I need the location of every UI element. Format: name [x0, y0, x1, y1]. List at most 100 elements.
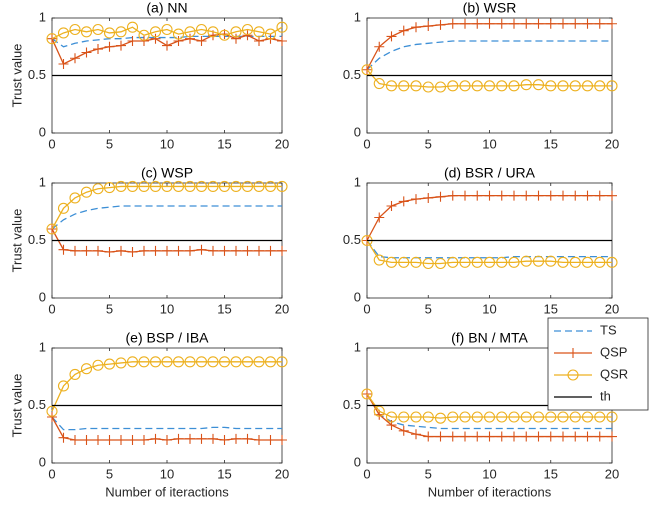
marker	[483, 411, 496, 423]
marker	[483, 80, 496, 92]
marker	[92, 183, 104, 195]
chart-title: (b) WSR	[463, 0, 517, 16]
marker	[459, 256, 471, 268]
x-tick-label: 0	[363, 136, 370, 151]
x-tick-label: 15	[217, 466, 231, 481]
marker	[276, 180, 288, 192]
marker	[521, 18, 532, 29]
marker	[81, 245, 92, 256]
x-tick-label: 10	[482, 301, 496, 316]
marker	[195, 23, 208, 36]
marker	[104, 435, 115, 445]
marker	[80, 363, 93, 375]
marker	[471, 411, 483, 423]
marker	[581, 411, 594, 423]
marker	[264, 180, 277, 192]
marker	[264, 356, 277, 368]
marker	[373, 405, 385, 417]
marker	[276, 356, 288, 368]
marker	[447, 431, 458, 442]
y-tick-label: 0.5	[343, 232, 361, 247]
marker	[422, 81, 434, 93]
marker	[496, 80, 508, 92]
marker	[116, 435, 126, 445]
marker	[58, 244, 69, 255]
marker	[185, 33, 195, 44]
marker	[496, 411, 508, 423]
marker	[58, 432, 69, 443]
marker	[447, 80, 459, 92]
marker	[557, 80, 569, 92]
marker	[57, 202, 70, 214]
marker	[173, 36, 184, 46]
marker	[607, 431, 617, 442]
marker	[411, 22, 421, 33]
marker	[115, 180, 127, 192]
marker	[411, 429, 421, 440]
marker	[127, 247, 138, 257]
series-line	[366, 69, 612, 88]
marker	[46, 223, 58, 235]
x-axis-label: Number of iteractions	[428, 484, 552, 499]
legend-label: TS	[600, 322, 617, 337]
marker	[70, 53, 80, 64]
series-line	[366, 40, 612, 71]
marker	[398, 256, 410, 268]
marker	[242, 433, 253, 444]
series-line	[51, 26, 283, 40]
marker	[471, 256, 483, 268]
marker	[460, 190, 470, 201]
marker	[57, 27, 70, 39]
legend-box	[547, 317, 649, 411]
marker	[569, 411, 581, 423]
marker	[509, 190, 519, 201]
marker	[508, 256, 520, 268]
series-line	[51, 361, 282, 412]
marker	[569, 256, 581, 268]
marker	[545, 411, 557, 423]
marker	[508, 80, 520, 92]
marker	[208, 245, 218, 256]
marker	[264, 28, 277, 40]
marker	[607, 18, 617, 29]
marker	[196, 244, 207, 255]
marker	[508, 411, 520, 423]
marker	[398, 25, 409, 36]
marker	[127, 36, 138, 46]
marker	[361, 388, 373, 400]
legend-marker	[568, 348, 578, 358]
marker	[46, 405, 58, 417]
marker	[103, 27, 116, 39]
x-tick-label: 10	[160, 466, 174, 481]
x-tick-label: 10	[160, 136, 174, 151]
marker	[581, 80, 594, 92]
marker	[581, 256, 594, 268]
marker	[149, 356, 162, 368]
marker	[161, 356, 173, 368]
marker	[484, 190, 495, 201]
marker	[570, 18, 581, 29]
marker	[594, 431, 605, 442]
marker	[139, 435, 149, 445]
marker	[80, 26, 93, 38]
marker	[606, 256, 618, 268]
marker	[241, 23, 254, 36]
marker	[520, 255, 532, 267]
marker	[410, 256, 422, 268]
x-tick-label: 10	[482, 466, 496, 481]
marker	[93, 245, 103, 256]
series-line	[366, 393, 612, 430]
y-tick-label: 0	[39, 454, 46, 469]
marker	[207, 26, 219, 38]
marker	[385, 411, 398, 423]
marker	[126, 21, 139, 33]
marker	[46, 33, 58, 45]
marker	[127, 435, 138, 445]
marker	[509, 18, 519, 29]
marker	[265, 245, 276, 256]
marker	[385, 256, 398, 268]
series-line	[366, 240, 612, 259]
marker	[139, 36, 149, 46]
x-tick-label: 5	[425, 301, 432, 316]
